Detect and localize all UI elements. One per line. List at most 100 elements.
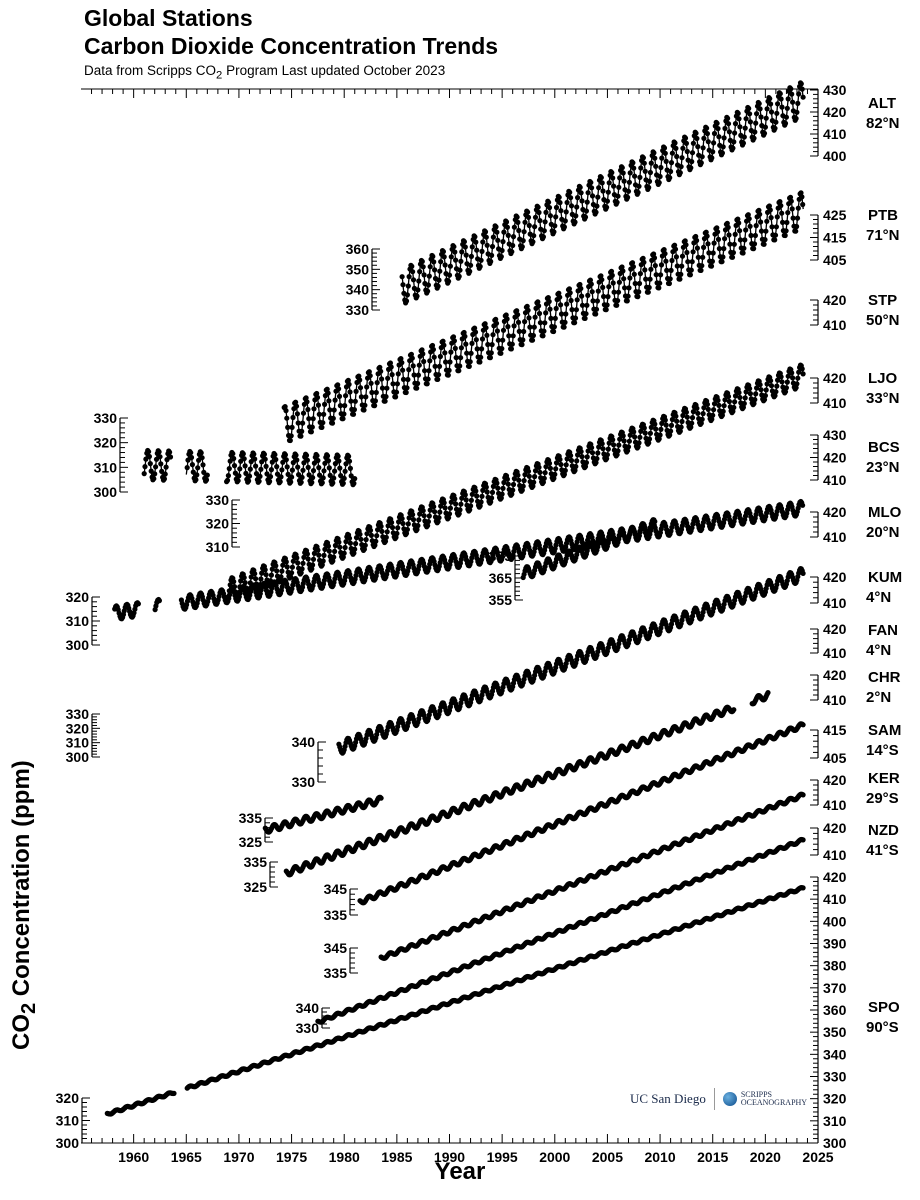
data-point-stp: [267, 478, 273, 484]
data-point-ljo: [304, 551, 310, 557]
left-scale-label: 325: [239, 834, 263, 850]
data-point-alt: [505, 232, 511, 238]
data-point-ptb: [742, 237, 748, 243]
data-point-alt: [427, 264, 433, 270]
data-point-ptb: [648, 266, 654, 272]
data-point-ljo: [526, 473, 532, 479]
data-point-ptb: [572, 320, 578, 326]
data-point-alt: [656, 180, 662, 186]
data-point-ljo: [309, 566, 315, 572]
data-point-ljo: [310, 562, 316, 568]
data-point-alt: [468, 262, 474, 268]
data-point-ljo: [294, 555, 300, 561]
data-point-ptb: [630, 264, 637, 270]
right-scale-label: 420: [823, 504, 847, 520]
data-point-ljo: [316, 552, 322, 558]
data-point-ptb: [693, 233, 699, 240]
data-point-ptb: [663, 258, 669, 264]
data-point-alt: [514, 214, 520, 220]
data-point-ptb: [626, 285, 632, 291]
data-point-ljo: [530, 483, 536, 489]
data-point-alt: [637, 174, 643, 180]
data-point-alt: [642, 168, 648, 174]
data-point-ljo: [715, 397, 721, 403]
data-point-ljo: [536, 464, 542, 470]
data-point-ptb: [505, 324, 511, 330]
data-point-alt: [630, 160, 636, 166]
data-point-stp: [200, 462, 206, 468]
data-point-ljo: [785, 373, 791, 379]
data-point-alt: [683, 140, 690, 146]
data-point-ljo: [647, 430, 654, 436]
data-point-ptb: [308, 429, 314, 435]
data-point-alt: [740, 140, 747, 146]
data-point-ljo: [694, 405, 700, 411]
data-point-ptb: [711, 240, 717, 246]
data-point-alt: [651, 150, 657, 156]
data-point-ptb: [657, 280, 663, 286]
data-point-alt: [736, 116, 742, 122]
data-point-stp: [332, 468, 338, 474]
data-point-stp: [268, 467, 274, 473]
data-point-ptb: [442, 350, 448, 356]
data-point-ljo: [572, 467, 578, 473]
data-point-stp: [267, 474, 274, 480]
data-point-ptb: [387, 360, 393, 366]
data-point-stp: [327, 472, 333, 478]
data-point-alt: [498, 254, 504, 260]
data-point-alt: [605, 189, 611, 195]
data-point-ptb: [472, 325, 478, 331]
data-point-stp: [167, 449, 173, 455]
data-point-ljo: [719, 412, 726, 418]
right-scale-label: 410: [823, 395, 847, 411]
data-point-ljo: [336, 539, 342, 545]
data-point-ljo: [469, 491, 475, 497]
data-point-alt: [546, 199, 552, 205]
data-point-alt: [459, 249, 465, 255]
data-point-stp: [184, 465, 190, 471]
data-point-ptb: [487, 355, 493, 361]
data-point-ptb: [737, 237, 744, 243]
data-point-alt: [500, 239, 506, 245]
station-name-label: STP: [868, 292, 897, 309]
data-point-stp: [142, 464, 148, 470]
data-point-alt: [547, 213, 554, 219]
station-name-label: PTB: [868, 207, 898, 224]
data-point-ptb: [642, 267, 648, 273]
data-point-ptb: [793, 228, 799, 234]
data-point-ptb: [441, 342, 447, 348]
data-point-ptb: [325, 390, 331, 396]
data-point-ptb: [350, 411, 357, 417]
data-point-ljo: [625, 444, 632, 450]
data-point-alt: [579, 198, 585, 204]
data-point-ptb: [479, 346, 485, 352]
data-point-ptb: [290, 414, 296, 421]
left-scale-label: 300: [66, 637, 90, 653]
data-point-ljo: [541, 475, 547, 481]
station-latitude-label: 4°N: [866, 589, 891, 606]
data-point-ptb: [393, 389, 400, 395]
x-tick-label: 1980: [329, 1149, 360, 1165]
data-point-ljo: [637, 434, 643, 440]
data-point-stp: [340, 480, 346, 486]
data-point-ptb: [614, 302, 620, 308]
data-point-ptb: [414, 385, 420, 391]
data-point-ptb: [710, 250, 716, 256]
data-point-alt: [768, 109, 775, 115]
data-point-ljo: [340, 554, 346, 560]
data-point-alt: [595, 194, 601, 200]
data-point-ljo: [373, 538, 379, 544]
data-point-alt: [463, 252, 469, 258]
data-point-ptb: [548, 315, 554, 321]
data-point-ptb: [598, 273, 604, 279]
data-point-ptb: [543, 310, 549, 316]
data-point-ljo: [674, 418, 680, 424]
data-point-ljo: [722, 397, 728, 403]
data-point-alt: [699, 154, 705, 160]
data-point-ptb: [398, 356, 404, 362]
data-point-alt: [509, 249, 515, 255]
data-point-ptb: [562, 319, 568, 325]
data-point-ljo: [736, 390, 742, 396]
station-latitude-label: 50°N: [866, 312, 900, 329]
data-point-ljo: [720, 408, 726, 414]
